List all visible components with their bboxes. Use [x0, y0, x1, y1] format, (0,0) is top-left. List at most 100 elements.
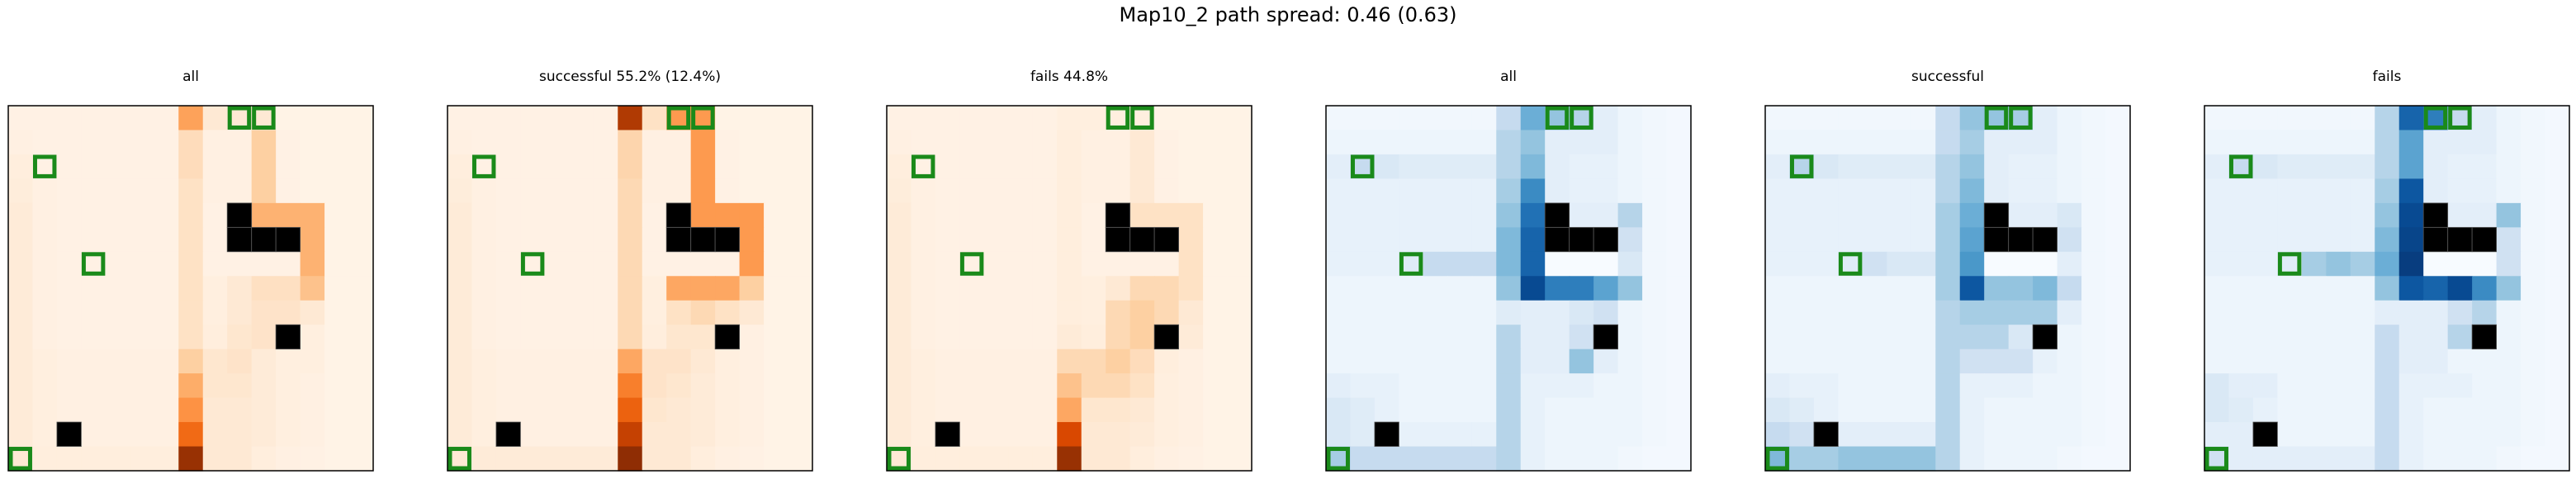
heatmap-cell [2399, 398, 2424, 423]
heatmap-cell [740, 398, 765, 423]
heatmap-cell [1960, 227, 1985, 252]
heatmap-cell [154, 106, 179, 130]
heatmap-cell [2521, 203, 2545, 228]
heatmap-cell [1887, 154, 1911, 179]
heatmap-cell [1203, 422, 1228, 447]
heatmap-cell [569, 154, 594, 179]
heatmap-cell [2253, 398, 2278, 423]
heatmap-cell [8, 398, 33, 423]
heatmap-cell [1179, 301, 1204, 325]
heatmap-cell [1350, 276, 1375, 301]
heatmap-cell [1521, 373, 1546, 398]
heatmap-cell [1960, 373, 1985, 398]
heatmap-cell [1423, 252, 1448, 277]
heatmap-cell [1399, 203, 1423, 228]
heatmap-cell [2423, 154, 2448, 179]
heatmap-cell [887, 325, 912, 349]
obstacle-cell [1154, 325, 1179, 349]
heatmap-cell [1667, 203, 1692, 228]
obstacle-cell [1106, 203, 1130, 228]
heatmap-cell [2253, 447, 2278, 472]
heatmap-cell [32, 373, 57, 398]
heatmap-cell [178, 422, 203, 447]
heatmap-cell [496, 301, 521, 325]
heatmap-cell [349, 325, 374, 349]
heatmap-cell [276, 373, 301, 398]
heatmap-cell [1423, 373, 1448, 398]
heatmap-cell [2399, 154, 2424, 179]
heatmap-cell [227, 349, 252, 374]
heatmap-cell [1960, 203, 1985, 228]
heatmap-cell [520, 154, 545, 179]
heatmap-cell [1984, 373, 2009, 398]
heatmap-cell [1545, 301, 1570, 325]
heatmap-cell [2399, 373, 2424, 398]
heatmap-cell [1228, 154, 1252, 179]
heatmap-cell [2033, 276, 2057, 301]
heatmap-cell [594, 325, 618, 349]
heatmap-cell [618, 301, 642, 325]
heatmap-cell [2448, 447, 2473, 472]
heatmap-cell [569, 325, 594, 349]
heatmap-cell [130, 422, 154, 447]
heatmap-cell [520, 398, 545, 423]
heatmap-cell [1179, 203, 1204, 228]
heatmap-cell [276, 349, 301, 374]
heatmap-cell [2057, 227, 2082, 252]
heatmap-cell [2423, 130, 2448, 154]
heatmap-cell [1375, 203, 1399, 228]
heatmap-cell [545, 130, 570, 154]
heatmap-cell [324, 349, 349, 374]
heatmap-cell [1130, 325, 1155, 349]
heatmap-cell [203, 252, 228, 277]
obstacle-cell [2009, 227, 2034, 252]
heatmap-cell [1521, 106, 1546, 130]
heatmap-cell [2326, 325, 2351, 349]
heatmap-cell [887, 178, 912, 203]
heatmap-cell [788, 154, 813, 179]
heatmap-cell [349, 301, 374, 325]
heatmap-cell [81, 130, 106, 154]
heatmap-cell [1082, 252, 1106, 277]
heatmap-cell [1838, 154, 1863, 179]
heatmap-cell [984, 373, 1009, 398]
heatmap-cell [2472, 178, 2497, 203]
heatmap-cell [618, 203, 642, 228]
heatmap-cell [691, 301, 716, 325]
heatmap-cell [2277, 301, 2302, 325]
obstacle-cell [935, 422, 960, 447]
heatmap-cell [764, 227, 788, 252]
heatmap-cell [1496, 373, 1521, 398]
heatmap-cell [1082, 373, 1106, 398]
heatmap-cell [1667, 178, 1692, 203]
heatmap-cell [935, 178, 960, 203]
heatmap-cell [1570, 252, 1594, 277]
heatmap-cell [178, 130, 203, 154]
heatmap-cell [1618, 422, 1643, 447]
heatmap-cell [57, 373, 82, 398]
heatmap-cell [1057, 398, 1082, 423]
heatmap-cell [569, 106, 594, 130]
heatmap-cell [2277, 447, 2302, 472]
heatmap-cell [1496, 325, 1521, 349]
heatmap-cell [911, 227, 935, 252]
heatmap-cell [2228, 325, 2253, 349]
heatmap-cell [1863, 349, 1887, 374]
heatmap-cell [2253, 349, 2278, 374]
heatmap-cell [691, 130, 716, 154]
heatmap-cell [203, 422, 228, 447]
heatmap-cell [642, 227, 667, 252]
heatmap-cell [2351, 154, 2375, 179]
heatmap-cell [2472, 154, 2497, 179]
heatmap-cell [1057, 252, 1082, 277]
heatmap-cell [1984, 276, 2009, 301]
heatmap-cell [2423, 447, 2448, 472]
heatmap-cell [2497, 373, 2522, 398]
heatmap-cell [1618, 252, 1643, 277]
heatmap-cell [252, 130, 277, 154]
heatmap-cell [959, 178, 984, 203]
heatmap-cell [252, 325, 277, 349]
obstacle-cell [1106, 227, 1130, 252]
heatmap-cell [1570, 130, 1594, 154]
